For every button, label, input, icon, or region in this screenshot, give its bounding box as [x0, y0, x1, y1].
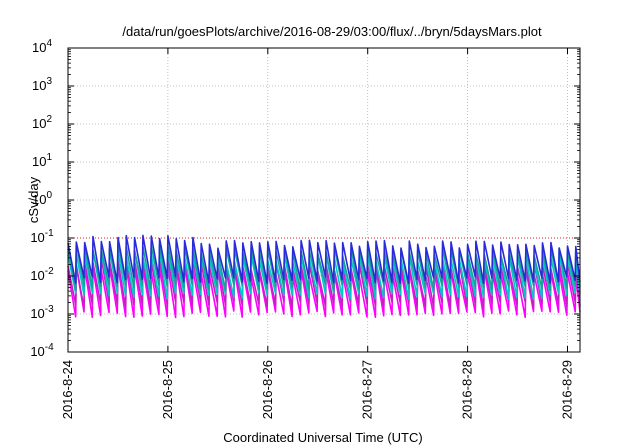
- series-line: [67, 234, 581, 285]
- y-tick-label-exponent: -4: [45, 342, 54, 353]
- x-tick-label: 2016-8-29: [560, 360, 575, 419]
- x-tick-label: 2016-8-28: [460, 360, 475, 419]
- y-tick-label: 101: [32, 152, 52, 169]
- axes: 10-410-310-210-11001011021031042016-8-24…: [30, 38, 581, 419]
- y-tick-label: 10-3: [30, 304, 54, 321]
- plot-frame: [67, 47, 581, 353]
- x-tick-label: 2016-8-24: [60, 360, 75, 419]
- y-tick-label-exponent: 3: [46, 76, 52, 87]
- y-tick-label: 10-4: [30, 342, 54, 359]
- x-tick-label: 2016-8-25: [160, 360, 175, 419]
- y-tick-label: 102: [32, 114, 52, 131]
- y-tick-label: 10-2: [30, 266, 54, 283]
- x-tick-label: 2016-8-27: [360, 360, 375, 419]
- y-tick-label-exponent: 2: [46, 114, 52, 125]
- y-tick-label: 104: [32, 38, 52, 55]
- y-tick-label-base: 10: [30, 306, 44, 321]
- y-tick-label: 10-1: [30, 228, 54, 245]
- x-axis-label: Coordinated Universal Time (UTC): [223, 430, 422, 445]
- y-tick-label-base: 10: [30, 344, 44, 359]
- y-tick-label-base: 10: [30, 268, 44, 283]
- y-tick-label-base: 10: [32, 78, 46, 93]
- y-tick-label-exponent: -3: [45, 304, 54, 315]
- y-tick-label-base: 10: [32, 154, 46, 169]
- y-tick-label-exponent: -2: [45, 266, 54, 277]
- y-tick-label-exponent: 4: [46, 38, 52, 49]
- y-tick-label-base: 10: [32, 192, 46, 207]
- y-tick-label-base: 10: [30, 230, 44, 245]
- y-tick-label-base: 10: [32, 116, 46, 131]
- y-tick-label: 103: [32, 76, 52, 93]
- x-tick-label: 2016-8-26: [260, 360, 275, 419]
- y-tick-label-exponent: 0: [46, 190, 52, 201]
- y-tick-label-exponent: 1: [46, 152, 52, 163]
- y-tick-label: 100: [32, 190, 52, 207]
- y-tick-label-base: 10: [32, 40, 46, 55]
- plot-area: [67, 234, 581, 319]
- y-tick-label-exponent: -1: [45, 228, 54, 239]
- y-axis-label: cSv/day: [26, 176, 41, 223]
- chart-title: /data/run/goesPlots/archive/2016-08-29/0…: [122, 24, 542, 39]
